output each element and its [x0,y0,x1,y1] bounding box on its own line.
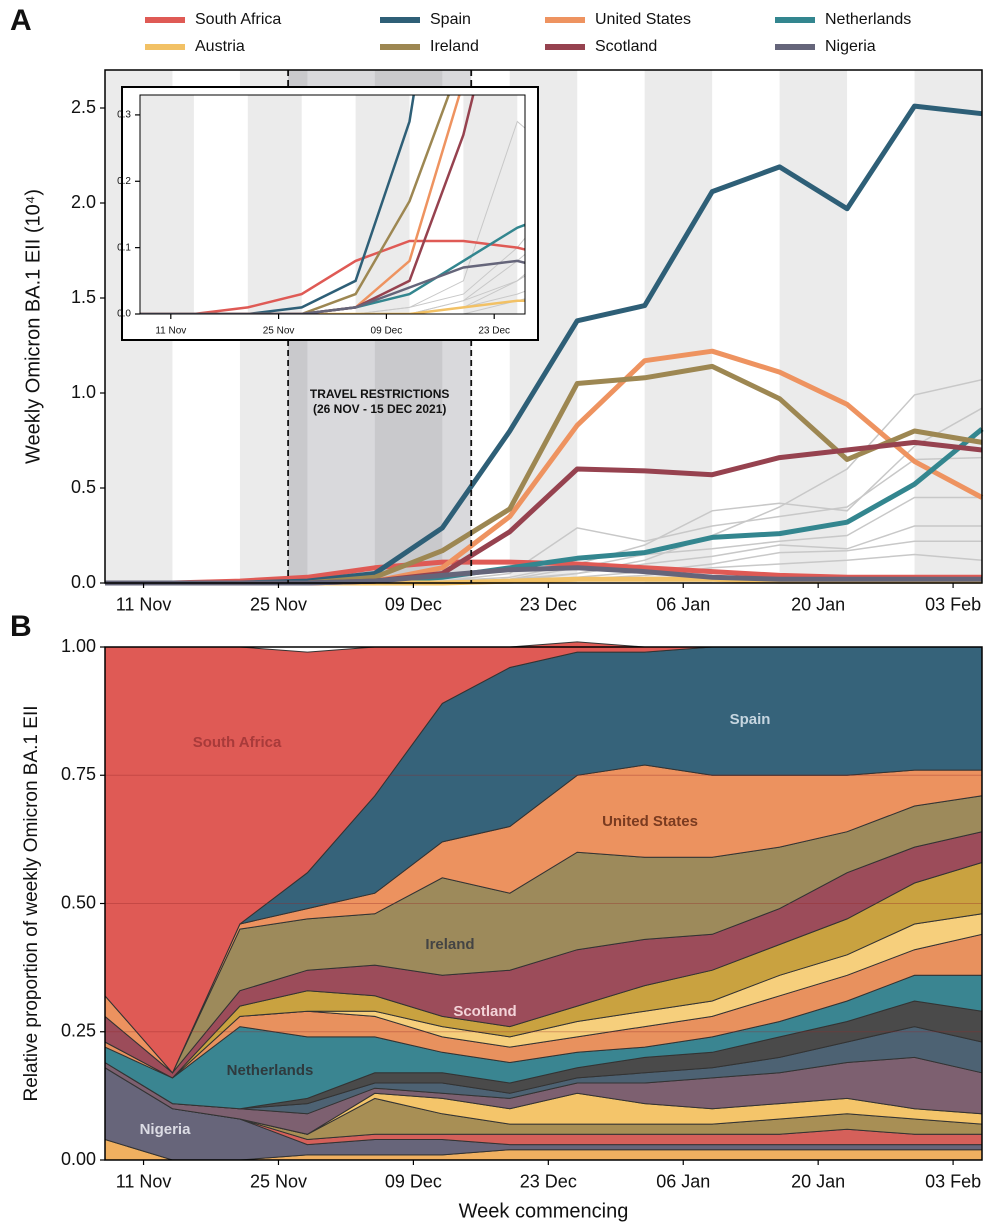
week-band [247,95,302,314]
y-tick-label: 0.0 [117,309,131,320]
x-tick-label: 20 Jan [791,1171,845,1191]
x-tick-label: 23 Dec [520,594,577,614]
legend-label: Netherlands [825,11,911,28]
week-band [140,95,194,314]
x-axis-label: Week commencing [459,1200,629,1222]
inset-lines [140,95,525,314]
y-tick-label: 1.5 [71,287,96,307]
legend-label: Spain [430,11,471,28]
x-tick-label: 09 Dec [385,594,442,614]
week-band [779,70,848,583]
plot-frame [139,94,526,315]
inset-background-line [140,237,525,314]
x-tick-label: 03 Feb [925,594,981,614]
x-tick-label: 11 Nov [116,1171,172,1191]
y-tick-label: 0.25 [61,1021,96,1041]
legend-label: Austria [195,38,245,55]
x-tick-label: 25 Nov [250,1171,307,1191]
panel-letter: B [10,610,32,643]
inset-background-line [140,275,525,314]
y-tick-label: 0.00 [61,1149,96,1169]
y-tick-label: 2.5 [71,97,96,117]
legend-label: Scotland [595,38,657,55]
inset: 0.0 0.1 0.2 0.3 11 Nov 25 Nov 09 Dec 23 Dec [117,94,526,337]
y-tick-label: 0.1 [117,242,131,253]
x-tick-label: 23 Dec [478,326,510,337]
x-tick-label: 11 Nov [155,326,186,337]
inset-series-line [140,259,525,314]
week-band [914,70,982,583]
inset-background-line [140,298,525,314]
x-tick-label: 06 Jan [656,594,710,614]
inset-background-line [140,290,525,314]
y-tick-label: 1.0 [71,382,96,402]
legend-label: South Africa [195,11,281,28]
area-label: Nigeria [140,1121,192,1138]
legend-label: Nigeria [825,38,876,55]
y-tick-label: 0.50 [61,892,96,912]
y-tick-label: 0.75 [61,764,96,784]
y-tick-label: 0.0 [71,572,96,592]
panel-letter: A [10,4,32,37]
x-tick-label: 23 Dec [520,1171,577,1191]
y-tick-label: 2.0 [71,192,96,212]
y-tick-label: 0.2 [117,176,131,187]
inset-background-line [140,120,525,314]
x-tick-label: 06 Jan [656,1171,710,1191]
y-tick-label: 1.00 [61,636,96,656]
y-axis-label: Relative proportion of weekly Omicron BA… [21,705,42,1101]
inset-background-line [140,253,525,314]
annotation: (26 NOV - 15 DEC 2021) [313,402,446,416]
x-tick-label: 25 Nov [263,326,295,337]
y-tick-label: 0.3 [117,110,131,121]
inset-background-line [140,273,525,314]
x-tick-label: 20 Jan [791,594,845,614]
area-label: Scotland [453,1003,516,1020]
week-band [463,95,518,314]
x-tick-label: 25 Nov [250,594,307,614]
x-tick-label: 09 Dec [385,1171,442,1191]
inset-series-line [140,223,525,314]
area-label: Netherlands [227,1062,314,1079]
legend-label: Ireland [430,38,479,55]
annotation: TRAVEL RESTRICTIONS [310,387,450,401]
area-label: South Africa [193,734,282,751]
x-tick-label: 09 Dec [371,326,403,337]
area-label: United States [602,813,698,830]
area-label: Ireland [425,936,474,953]
y-tick-label: 0.5 [71,477,96,497]
area-label: Spain [730,711,771,728]
plot-frame [104,69,983,584]
x-tick-label: 03 Feb [925,1171,981,1191]
inset-series-line [140,299,525,314]
y-axis-label: Weekly Omicron BA.1 EII (10⁴) [22,189,44,464]
x-tick-label: 11 Nov [116,594,172,614]
legend-label: United States [595,11,691,28]
week-band [644,70,713,583]
